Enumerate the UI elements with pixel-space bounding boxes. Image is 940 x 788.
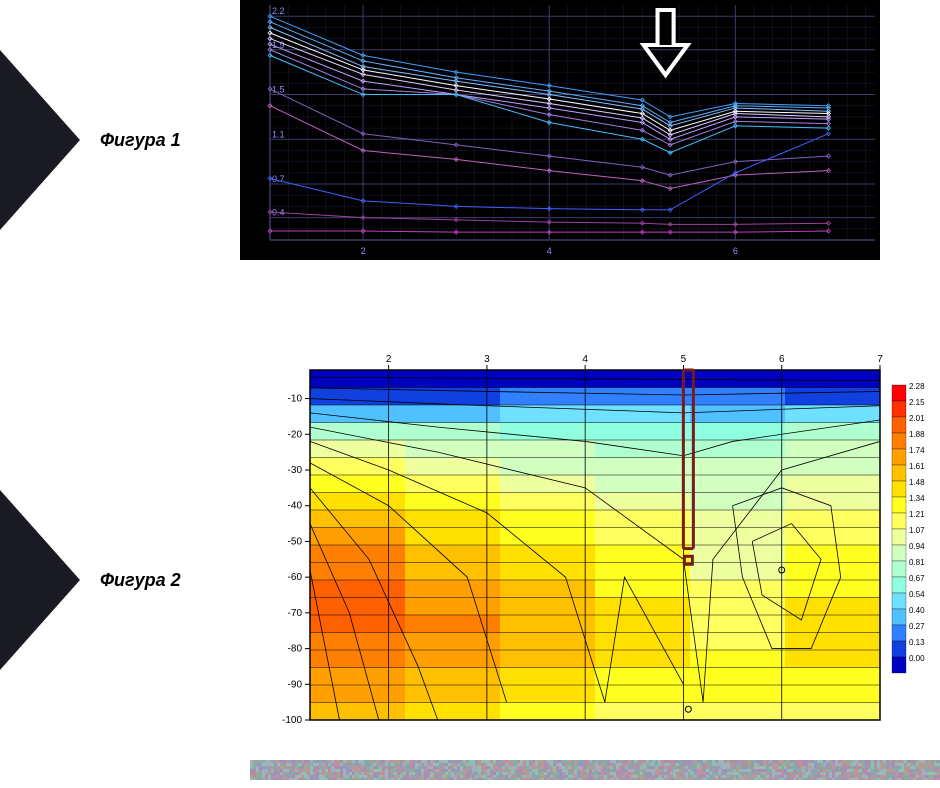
- figure-2-label-block: Фигура 2: [0, 490, 230, 670]
- noise-strip: [250, 760, 940, 780]
- chart-2: 2 3 4 5 6 7 -10 -20 -30 -40 -50 -60 -70 -80 -90 -100 2.2…: [260, 350, 940, 730]
- svg-text:1.1: 1.1: [272, 129, 285, 139]
- svg-text:0.81: 0.81: [909, 558, 925, 567]
- svg-text:-70: -70: [288, 608, 303, 619]
- svg-text:5: 5: [681, 354, 687, 365]
- svg-text:-100: -100: [282, 715, 302, 726]
- svg-text:2: 2: [386, 354, 392, 365]
- svg-text:0.40: 0.40: [909, 606, 925, 615]
- svg-text:4: 4: [582, 354, 588, 365]
- svg-text:7: 7: [877, 354, 883, 365]
- svg-text:2: 2: [361, 246, 366, 256]
- svg-text:-60: -60: [288, 572, 303, 583]
- svg-text:3: 3: [484, 354, 490, 365]
- svg-text:1.07: 1.07: [909, 526, 925, 535]
- figure-2-label: Фигура 2: [100, 570, 181, 591]
- svg-text:1.88: 1.88: [909, 430, 925, 439]
- chart-2-svg: 2 3 4 5 6 7 -10 -20 -30 -40 -50 -60 -70 -80 -90 -100 2.2…: [260, 350, 940, 730]
- pentagon-shape: [0, 50, 80, 230]
- svg-text:6: 6: [733, 246, 738, 256]
- pentagon-shape: [0, 490, 80, 670]
- svg-text:2.28: 2.28: [909, 382, 925, 391]
- svg-text:0.67: 0.67: [909, 574, 925, 583]
- svg-text:2.01: 2.01: [909, 414, 925, 423]
- svg-text:1.74: 1.74: [909, 446, 925, 455]
- svg-text:0.94: 0.94: [909, 542, 925, 551]
- svg-text:0.00: 0.00: [909, 654, 925, 663]
- svg-text:-20: -20: [288, 429, 303, 440]
- chart-1: 2460.40.71.11.51.92.2: [240, 0, 880, 260]
- svg-text:1.61: 1.61: [909, 462, 925, 471]
- svg-text:-80: -80: [288, 644, 303, 655]
- svg-text:1.34: 1.34: [909, 494, 925, 503]
- svg-text:0.27: 0.27: [909, 622, 925, 631]
- svg-text:0.54: 0.54: [909, 590, 925, 599]
- svg-text:1.21: 1.21: [909, 510, 925, 519]
- svg-text:-90: -90: [288, 679, 303, 690]
- svg-text:-10: -10: [288, 394, 303, 405]
- svg-text:6: 6: [779, 354, 785, 365]
- svg-text:-50: -50: [288, 536, 303, 547]
- svg-text:0.13: 0.13: [909, 638, 925, 647]
- svg-text:1.48: 1.48: [909, 478, 925, 487]
- figure-1-label: Фигура 1: [100, 130, 181, 151]
- svg-text:2.15: 2.15: [909, 398, 925, 407]
- chart-1-svg: 2460.40.71.11.51.92.2: [240, 0, 880, 260]
- svg-text:2.2: 2.2: [272, 6, 285, 16]
- noise-strip-svg: [250, 760, 940, 780]
- svg-text:4: 4: [547, 246, 552, 256]
- figure-1-label-block: Фигура 1: [0, 50, 230, 230]
- svg-text:-30: -30: [288, 465, 303, 476]
- svg-text:-40: -40: [288, 501, 303, 512]
